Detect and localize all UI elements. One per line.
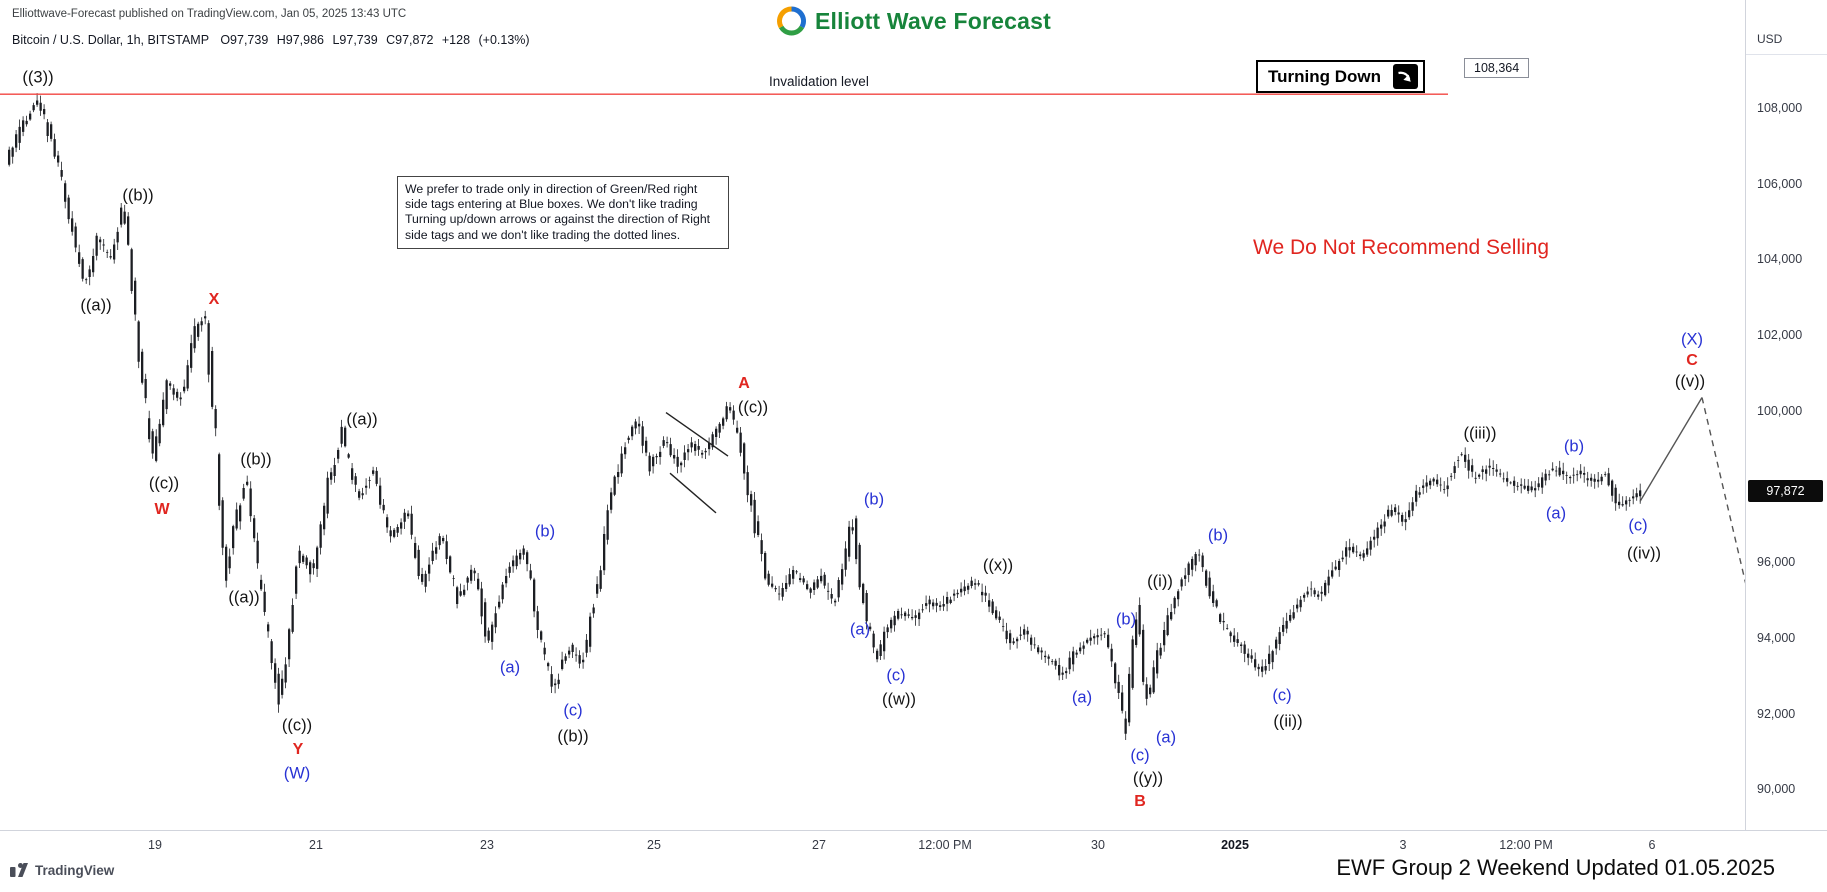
time-axis-label: 30	[1091, 838, 1105, 852]
wave-label[interactable]: ((a))	[346, 410, 378, 429]
wave-label[interactable]: (a)	[1545, 504, 1567, 523]
invalidation-price-tag[interactable]: 108,364	[1464, 58, 1530, 78]
price-axis[interactable]: USD 108,000 106,000 104,000 102,000 100,000 9…	[1745, 0, 1827, 830]
wave-label[interactable]: (c)	[1628, 516, 1648, 535]
candle-wicks	[8, 93, 1641, 740]
wave-label[interactable]: ((ii))	[1273, 712, 1303, 731]
wave-label[interactable]: (b)	[863, 490, 885, 509]
wave-label[interactable]: C	[1686, 352, 1698, 369]
publish-info: Elliottwave-Forecast published on Tradin…	[12, 8, 407, 20]
wave-label[interactable]: ((a))	[228, 588, 260, 607]
wave-label[interactable]: ((x))	[982, 556, 1014, 575]
wave-label[interactable]: ((b))	[122, 186, 154, 205]
wave-label[interactable]: (b)	[1563, 437, 1585, 456]
currency-label: USD	[1757, 32, 1783, 46]
ewf-logo-text: Elliott Wave Forecast	[815, 7, 1051, 34]
wave-label[interactable]: (c)	[563, 701, 583, 720]
ewf-logo: Elliott Wave Forecast	[776, 6, 1051, 36]
wave-label[interactable]: B	[1134, 793, 1146, 810]
wave-label[interactable]: (a)	[849, 620, 871, 639]
wave-label[interactable]: ((v))	[1674, 372, 1706, 391]
trading-disclaimer-box[interactable]: We prefer to trade only in direction of …	[397, 176, 729, 249]
wave-label[interactable]: X	[208, 291, 220, 308]
tradingview-logo-text: TradingView	[35, 862, 115, 878]
wave-label[interactable]: ((b))	[557, 727, 589, 746]
time-axis[interactable]: 19 21 23 25 27 12:00 PM 30 2025 3 12:00 PM 6	[0, 830, 1827, 892]
tradingview-logo-icon	[10, 863, 28, 877]
projection-line-up	[1639, 397, 1703, 502]
symbol-ohlc-values: O97,739 H97,986 L97,739 C97,872 +128 (+0…	[220, 33, 530, 47]
price-axis-label: 94,000	[1757, 630, 1796, 645]
time-axis-label: 12:00 PM	[918, 838, 972, 852]
wave-label[interactable]: (c)	[886, 666, 906, 685]
price-axis-label: 104,000	[1757, 252, 1803, 267]
wave-label[interactable]: (a)	[1071, 688, 1093, 707]
recommendation-text[interactable]: We Do Not Recommend Selling	[1253, 236, 1550, 259]
candle-bodies	[8, 100, 1642, 734]
price-axis-label: 90,000	[1757, 782, 1796, 797]
time-axis-label: 6	[1648, 838, 1656, 852]
invalidation-level-label[interactable]: Invalidation level	[769, 74, 869, 89]
wave-label[interactable]: ((c))	[737, 398, 769, 417]
trendline	[665, 412, 729, 457]
price-axis-label: 96,000	[1757, 555, 1796, 570]
wave-label[interactable]: ((c))	[148, 474, 180, 493]
wave-label[interactable]: ((iii))	[1463, 424, 1497, 443]
symbol-bar[interactable]: Bitcoin / U.S. Dollar, 1h, BITSTAMP O97,…	[12, 33, 530, 47]
price-axis-label: 92,000	[1757, 706, 1796, 721]
wave-label[interactable]: (a)	[1155, 728, 1177, 747]
time-axis-label: 21	[309, 838, 323, 852]
time-axis-label: 23	[480, 838, 494, 852]
time-axis-label: 2025	[1221, 838, 1249, 852]
wave-label[interactable]: (c)	[1272, 686, 1292, 705]
axis-separator	[1746, 54, 1827, 55]
wave-label[interactable]: ((3))	[22, 68, 54, 87]
wave-label[interactable]: W	[154, 501, 170, 518]
time-axis-label: 19	[148, 838, 162, 852]
wave-label[interactable]: ((y))	[1132, 769, 1164, 788]
symbol-title[interactable]: Bitcoin / U.S. Dollar, 1h, BITSTAMP	[12, 33, 209, 47]
tradingview-logo[interactable]: TradingView	[10, 862, 114, 878]
update-attribution: EWF Group 2 Weekend Updated 01.05.2025	[1336, 855, 1775, 880]
price-axis-label: 106,000	[1757, 176, 1803, 191]
projection-line-down-dashed	[1701, 397, 1759, 637]
wave-label[interactable]: ((iv))	[1627, 544, 1661, 563]
wave-label[interactable]: (b)	[1115, 610, 1137, 629]
time-axis-label: 25	[647, 838, 661, 852]
wave-label[interactable]: Y	[292, 741, 304, 758]
wave-label[interactable]: (X)	[1681, 330, 1703, 349]
turning-down-flag[interactable]: Turning Down	[1256, 60, 1425, 93]
wave-label[interactable]: (b)	[534, 522, 556, 541]
wave-label[interactable]: ((b))	[240, 450, 272, 469]
ewf-logo-icon	[776, 6, 806, 36]
time-axis-label: 27	[812, 838, 826, 852]
wave-label[interactable]: ((w))	[882, 690, 916, 709]
wave-label[interactable]: ((a))	[80, 296, 112, 315]
wave-label[interactable]: ((i))	[1147, 572, 1173, 591]
price-axis-label: 100,000	[1757, 403, 1803, 418]
wave-label[interactable]: A	[738, 375, 750, 392]
wave-label[interactable]: (a)	[499, 658, 521, 677]
time-axis-label: 12:00 PM	[1499, 838, 1553, 852]
wave-label[interactable]: ((c))	[281, 716, 313, 735]
trendline	[669, 472, 717, 514]
price-axis-label: 108,000	[1757, 101, 1803, 115]
time-axis-label: 3	[1399, 838, 1407, 852]
turning-down-label: Turning Down	[1268, 66, 1381, 86]
price-axis-label: 102,000	[1757, 328, 1803, 342]
wave-label[interactable]: (W)	[283, 764, 311, 783]
wave-label[interactable]: (c)	[1130, 746, 1150, 765]
last-price-badge: 97,872	[1748, 480, 1823, 503]
wave-label[interactable]: (b)	[1207, 526, 1229, 545]
turning-down-arrow-icon	[1393, 64, 1418, 89]
